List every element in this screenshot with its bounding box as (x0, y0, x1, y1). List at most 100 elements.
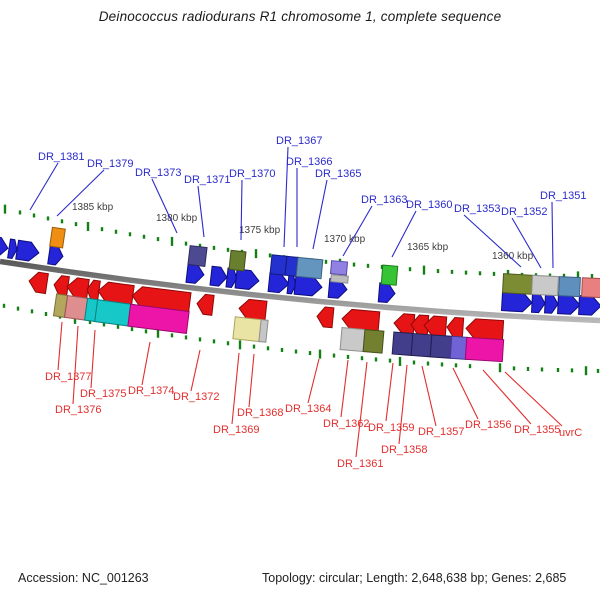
label-leader-line (90, 329, 96, 389)
gene-glyph[interactable] (269, 254, 288, 276)
scale-tick (226, 341, 230, 346)
gene-glyph[interactable] (66, 277, 90, 300)
gene-glyph[interactable] (232, 316, 263, 343)
gene-glyph[interactable] (581, 277, 600, 299)
scale-tick (584, 366, 588, 376)
gene-label-DR_1370[interactable]: DR_1370 (229, 168, 275, 180)
scale-label: 1385 kbp (72, 202, 114, 213)
gene-glyph[interactable] (329, 260, 349, 276)
gene-label-DR_1377[interactable]: DR_1377 (45, 371, 91, 383)
gene-label-DR_1366[interactable]: DR_1366 (286, 156, 332, 168)
gene-glyph[interactable] (501, 273, 534, 295)
gene-label-DR_1362[interactable]: DR_1362 (323, 418, 369, 430)
gene-label-DR_1355[interactable]: DR_1355 (514, 424, 560, 436)
gene-glyph[interactable] (465, 318, 505, 342)
scale-tick (422, 265, 426, 275)
gene-label-DR_1364[interactable]: DR_1364 (285, 403, 331, 415)
gene-label-DR_1359[interactable]: DR_1359 (368, 422, 414, 434)
gene-label-DR_1375[interactable]: DR_1375 (80, 388, 126, 400)
gene-glyph[interactable] (380, 264, 399, 286)
label-leader-line (29, 162, 59, 211)
gene-label-DR_1369[interactable]: DR_1369 (213, 424, 259, 436)
scale-tick (352, 262, 356, 267)
gene-glyph[interactable] (49, 226, 66, 249)
label-leader-line (452, 367, 479, 420)
scale-tick (492, 271, 496, 276)
gene-glyph[interactable] (410, 314, 430, 337)
gene-glyph[interactable] (446, 317, 465, 339)
gene-glyph[interactable] (578, 295, 600, 316)
scale-tick (156, 328, 160, 338)
scale-tick (498, 363, 502, 373)
gene-glyph[interactable] (28, 271, 49, 295)
gene-glyph[interactable] (557, 294, 581, 315)
gene-glyph[interactable] (377, 282, 396, 304)
gene-glyph[interactable] (97, 281, 135, 307)
gene-glyph[interactable] (209, 265, 228, 287)
scale-tick (2, 303, 6, 308)
gene-label-DR_1352[interactable]: DR_1352 (501, 206, 547, 218)
gene-glyph[interactable] (339, 327, 366, 353)
gene-glyph[interactable] (341, 308, 381, 333)
gene-glyph[interactable] (0, 235, 9, 258)
scale-tick (360, 356, 364, 361)
gene-label-DR_1360[interactable]: DR_1360 (406, 199, 452, 211)
gene-glyph[interactable] (393, 313, 416, 336)
gene-label-DR_1357[interactable]: DR_1357 (418, 426, 464, 438)
gene-glyph[interactable] (500, 291, 533, 313)
gene-label-DR_1374[interactable]: DR_1374 (128, 385, 174, 397)
gene-glyph[interactable] (464, 336, 505, 363)
gene-glyph[interactable] (330, 274, 349, 284)
gene-glyph[interactable] (53, 275, 70, 298)
gene-label-DR_1371[interactable]: DR_1371 (184, 174, 230, 186)
scale-tick (32, 213, 36, 218)
gene-glyph[interactable] (258, 319, 269, 343)
gene-label-DR_1372[interactable]: DR_1372 (173, 391, 219, 403)
gene-glyph[interactable] (228, 249, 247, 272)
scale-tick (308, 351, 312, 356)
gene-label-DR_1373[interactable]: DR_1373 (135, 167, 181, 179)
scale-tick (324, 259, 328, 264)
gene-label-DR_1368[interactable]: DR_1368 (237, 407, 283, 419)
gene-label-DR_1363[interactable]: DR_1363 (361, 194, 407, 206)
gene-glyph[interactable] (410, 332, 433, 358)
gene-glyph[interactable] (7, 238, 19, 260)
gene-label-DR_1367[interactable]: DR_1367 (276, 135, 322, 147)
gene-glyph[interactable] (86, 279, 101, 302)
gene-glyph[interactable] (530, 292, 546, 314)
sequence-title: Deinococcus radiodurans R1 chromosome 1,… (98, 9, 502, 24)
scale-tick (184, 241, 188, 246)
gene-glyph[interactable] (234, 268, 260, 290)
gene-glyph[interactable] (238, 298, 268, 322)
gene-label-uvrC[interactable]: uvrC (559, 427, 582, 439)
gene-label-DR_1381[interactable]: DR_1381 (38, 151, 84, 163)
gene-glyph[interactable] (558, 276, 581, 298)
gene-label-DR_1356[interactable]: DR_1356 (465, 419, 511, 431)
gene-glyph[interactable] (187, 245, 208, 268)
gene-glyph[interactable] (531, 274, 559, 297)
gene-glyph[interactable] (391, 331, 414, 356)
scale-tick (332, 353, 336, 358)
gene-label-DR_1365[interactable]: DR_1365 (315, 168, 361, 180)
gene-glyph[interactable] (316, 306, 335, 329)
gene-label-DR_1353[interactable]: DR_1353 (454, 203, 500, 215)
scale-tick (212, 245, 216, 250)
gene-label-DR_1376[interactable]: DR_1376 (55, 404, 101, 416)
gene-glyph[interactable] (423, 315, 448, 338)
gene-glyph[interactable] (196, 293, 215, 316)
gene-glyph[interactable] (15, 239, 41, 262)
gene-glyph[interactable] (295, 256, 324, 280)
gene-label-DR_1358[interactable]: DR_1358 (381, 444, 427, 456)
gene-label-DR_1379[interactable]: DR_1379 (87, 158, 133, 170)
gene-glyph[interactable] (429, 334, 454, 359)
gene-label-DR_1351[interactable]: DR_1351 (540, 190, 586, 202)
scale-tick (100, 227, 104, 232)
gene-glyph[interactable] (127, 303, 190, 334)
gene-glyph[interactable] (362, 329, 385, 354)
scale-tick (170, 236, 174, 246)
gene-glyph[interactable] (544, 293, 559, 314)
scale-tick (3, 204, 7, 214)
gene-label-DR_1361[interactable]: DR_1361 (337, 458, 383, 470)
